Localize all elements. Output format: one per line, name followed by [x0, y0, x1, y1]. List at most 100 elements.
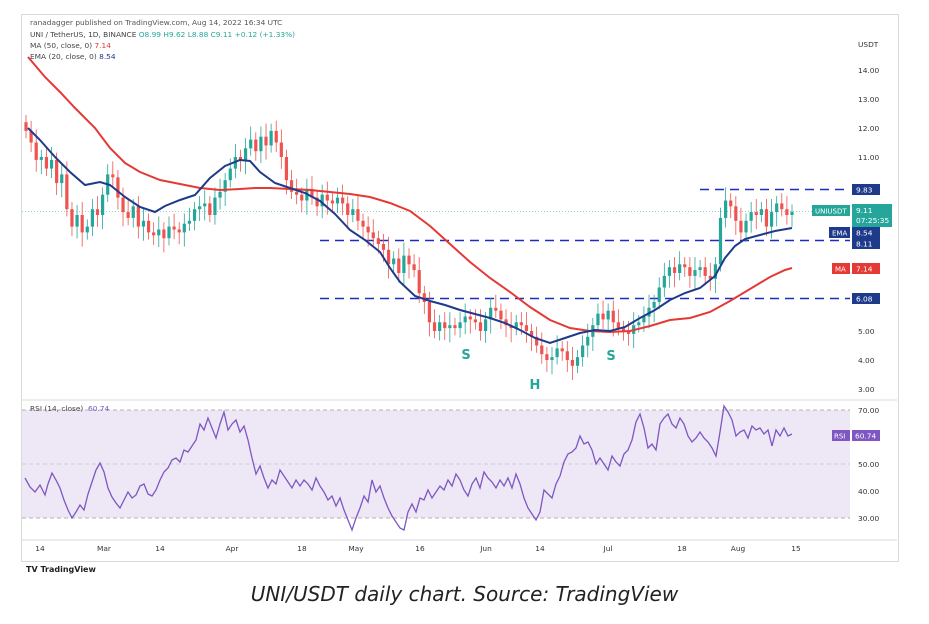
candle-body [192, 209, 197, 221]
candle-body [524, 325, 529, 331]
rsi-value-label: 60.74 [855, 432, 876, 441]
candle-body [769, 212, 774, 227]
candle-body [60, 174, 64, 184]
right-shoulder-label: S [606, 349, 615, 364]
rsi-tick-label: 40.00 [858, 487, 879, 496]
candle-body [667, 267, 672, 276]
candle-body [167, 226, 171, 239]
candle-body [545, 354, 549, 360]
candle-body [642, 316, 646, 323]
price-tick-label: 13.00 [858, 95, 879, 104]
level-608-value: 6.08 [856, 295, 873, 304]
candle-body [489, 307, 493, 320]
head-label: H [530, 378, 541, 393]
candle-body [157, 229, 161, 236]
candle-body [295, 191, 299, 195]
ma-legend: MA (50, close, 0) 7.14 [30, 40, 111, 51]
candle-body [540, 345, 544, 355]
time-tick-label: 14 [155, 544, 165, 553]
current-symbol-label: UNIUSDT [815, 208, 847, 216]
time-tick-label: May [348, 544, 364, 553]
candle-body [529, 331, 534, 337]
candle-body [218, 191, 222, 198]
candle-body [519, 322, 523, 326]
ma-tag [832, 263, 850, 274]
candle-body [274, 130, 278, 143]
level-608-tag [852, 293, 880, 304]
candle-body [478, 322, 483, 331]
candle-body [438, 322, 442, 331]
candle-body [560, 348, 564, 352]
ma-legend-label: MA (50, close, 0) [30, 41, 93, 50]
time-tick-label: 14 [535, 544, 545, 553]
candle-body [126, 212, 130, 218]
candle-body [785, 209, 789, 215]
candle-body [718, 217, 723, 265]
candle-body [346, 203, 350, 215]
candle-body [606, 310, 610, 320]
candle-body [187, 220, 192, 224]
candle-body [734, 206, 738, 221]
ma-value-tag [852, 263, 880, 274]
candle-body [264, 136, 268, 146]
price-tick-label: 14.00 [858, 66, 879, 75]
candle-body [790, 211, 794, 215]
candle-body [683, 264, 687, 268]
candle-body [417, 270, 421, 294]
candle-body [356, 209, 360, 221]
time-tick-label: 18 [677, 544, 687, 553]
price-tick-label: 4.00 [858, 356, 875, 365]
time-tick-label: 18 [297, 544, 307, 553]
candle-body [39, 157, 43, 160]
candle-body [341, 197, 345, 204]
rsi-tag [832, 430, 850, 441]
candle-body [427, 302, 432, 323]
ema-value-label: 8.54 [856, 229, 873, 238]
candle-body [177, 229, 181, 233]
bar-countdown: 07:25:35 [856, 216, 889, 225]
candle-body [473, 319, 477, 323]
candle-body [75, 215, 79, 227]
candle-body [116, 177, 120, 198]
candle-body [24, 122, 28, 131]
time-tick-label: Mar [97, 544, 112, 553]
ema-tag [829, 227, 850, 238]
candle-body [330, 200, 334, 204]
ema-legend: EMA (20, close, 0) 8.54 [30, 51, 116, 62]
candle-body [198, 206, 202, 210]
candle-body [448, 325, 452, 329]
rsi-value-tag [852, 430, 880, 441]
candle-body [535, 336, 539, 346]
candle-body [759, 209, 763, 215]
price-tick-label: 5.00 [858, 327, 875, 336]
candlestick-series [24, 114, 794, 381]
candle-body [678, 264, 682, 273]
candle-body [243, 148, 248, 160]
candle-body [432, 322, 437, 331]
symbol-legend: UNI / TetherUS, 1D, BINANCE O8.99 H9.62 … [30, 29, 295, 40]
time-axis: 14 Mar 14 Apr 18 May 16 Jun 14 Jul 18 Aug 15 [35, 544, 801, 553]
current-price-tag [852, 204, 892, 227]
candle-body [315, 197, 319, 207]
candle-body [662, 275, 666, 288]
tradingview-logo: 𝗧𝗩 TradingView [26, 565, 96, 574]
candle-body [203, 203, 207, 207]
axis-currency-label: USDT [858, 40, 879, 49]
candle-body [351, 209, 355, 215]
candle-body [581, 345, 585, 358]
price-tick-label: 12.00 [858, 124, 879, 133]
rsi-legend-value: 60.74 [88, 404, 109, 413]
ma-legend-value: 7.14 [94, 41, 111, 50]
candle-body [146, 220, 151, 233]
candle-body [34, 142, 38, 160]
candle-body [386, 249, 391, 265]
candle-body [458, 322, 462, 329]
figure-caption: UNI/USDT daily chart. Source: TradingVie… [250, 582, 679, 606]
candle-body [376, 238, 380, 244]
candle-body [90, 209, 94, 227]
candle-body [111, 174, 115, 178]
candle-body [616, 322, 620, 329]
candle-body [284, 157, 289, 181]
candle-body [320, 194, 324, 207]
candle-body [269, 130, 273, 146]
